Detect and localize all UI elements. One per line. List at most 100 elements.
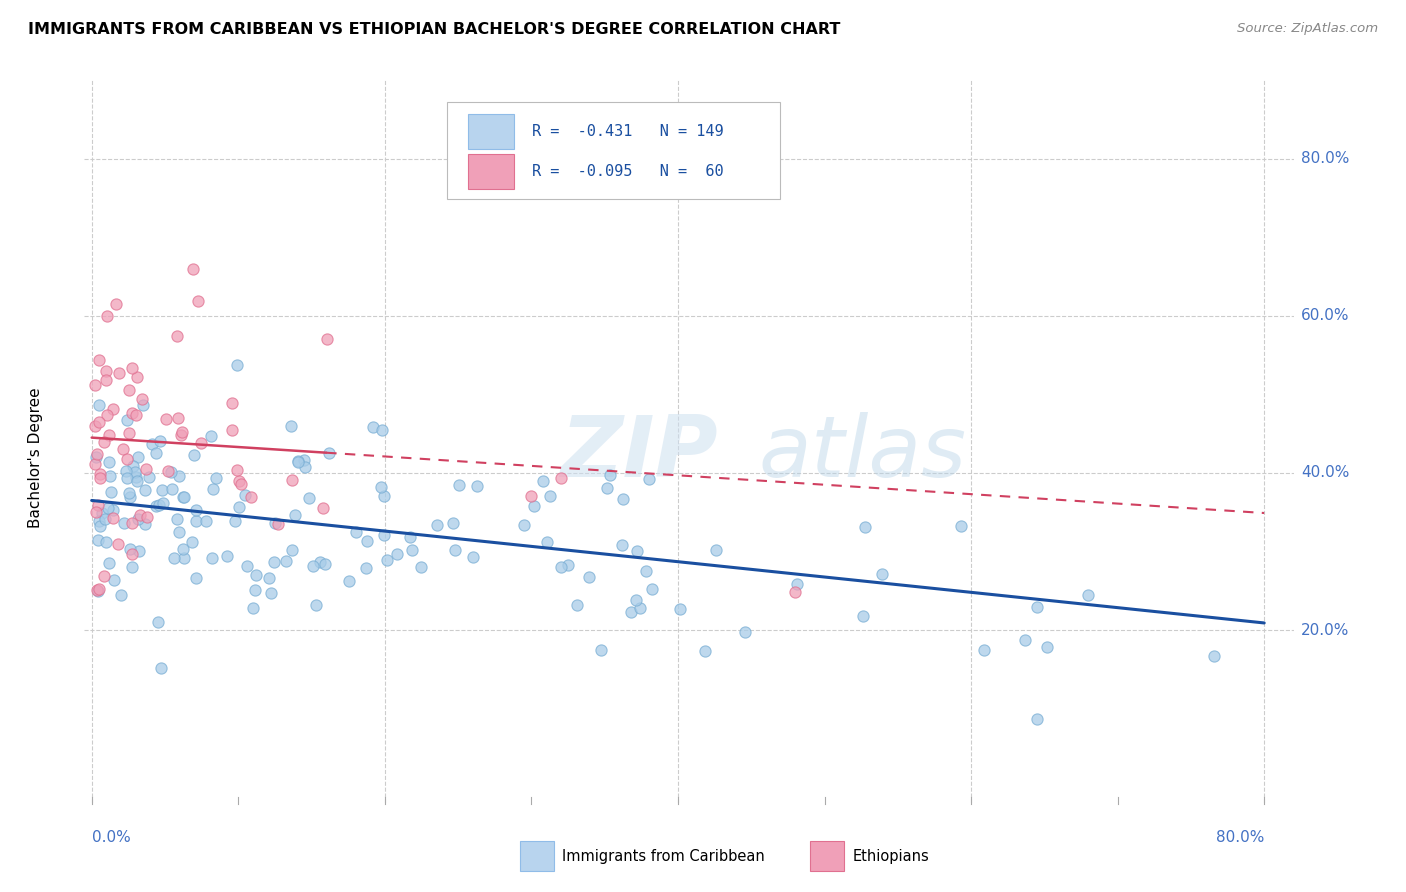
Point xyxy=(172,542,194,557)
Point xyxy=(385,548,408,562)
Point xyxy=(184,514,207,528)
Point xyxy=(128,508,150,522)
Point xyxy=(354,561,377,575)
Point xyxy=(1202,649,1225,664)
Point xyxy=(172,490,194,504)
Point xyxy=(103,573,125,587)
Point xyxy=(166,512,188,526)
Point xyxy=(225,358,247,372)
Point xyxy=(89,467,111,482)
Point xyxy=(121,406,143,420)
Bar xyxy=(468,154,513,189)
Point xyxy=(786,577,808,591)
Point xyxy=(134,483,156,497)
Point xyxy=(96,408,118,422)
Point xyxy=(229,477,252,491)
Point xyxy=(163,551,186,566)
Point xyxy=(135,461,157,475)
Point xyxy=(1077,588,1099,602)
Point xyxy=(86,582,108,597)
Point xyxy=(589,643,612,657)
Point xyxy=(641,582,664,597)
Point xyxy=(356,534,378,549)
Point xyxy=(426,517,449,532)
Point xyxy=(145,499,167,513)
Text: 80.0%: 80.0% xyxy=(1301,152,1350,166)
Point xyxy=(83,377,105,392)
Point xyxy=(94,511,117,525)
Point xyxy=(221,396,243,410)
Point xyxy=(536,535,558,549)
Point xyxy=(201,482,224,496)
Point xyxy=(1014,632,1036,647)
Point xyxy=(103,511,125,525)
Point xyxy=(263,516,285,531)
Point xyxy=(695,644,717,658)
Point xyxy=(167,411,190,425)
Point xyxy=(138,469,160,483)
Point xyxy=(628,600,651,615)
Point xyxy=(128,544,150,558)
Point xyxy=(103,502,125,516)
Point xyxy=(91,506,114,520)
Point xyxy=(118,541,141,556)
Point xyxy=(117,383,139,397)
Point xyxy=(94,535,117,549)
Point xyxy=(785,585,807,599)
Point xyxy=(375,552,398,566)
Point xyxy=(105,296,128,310)
Point xyxy=(115,464,138,478)
Point xyxy=(266,517,288,532)
FancyBboxPatch shape xyxy=(447,102,780,200)
Point xyxy=(86,533,108,547)
Point xyxy=(520,489,543,503)
Text: 80.0%: 80.0% xyxy=(1216,830,1264,846)
Point xyxy=(173,551,195,566)
Point xyxy=(150,483,173,498)
Point xyxy=(97,428,120,442)
Point xyxy=(314,558,336,572)
Point xyxy=(467,479,489,493)
Point xyxy=(245,567,267,582)
Point xyxy=(704,543,727,558)
Point xyxy=(89,582,111,596)
Point xyxy=(292,452,315,467)
Point xyxy=(89,398,111,412)
Point xyxy=(370,480,392,494)
Point xyxy=(225,463,247,477)
Point xyxy=(668,602,690,616)
Point xyxy=(281,543,304,558)
Point xyxy=(281,474,304,488)
Point xyxy=(146,615,169,629)
Point xyxy=(1036,640,1059,654)
Point xyxy=(624,593,647,607)
Point xyxy=(87,498,110,512)
Point xyxy=(131,392,153,406)
Point xyxy=(135,510,157,524)
Point xyxy=(201,550,224,565)
Point xyxy=(83,418,105,433)
Point xyxy=(298,491,321,505)
Point xyxy=(1026,600,1049,615)
Text: 60.0%: 60.0% xyxy=(1301,309,1350,324)
Point xyxy=(89,519,111,533)
Text: ZIP: ZIP xyxy=(561,412,718,495)
Point xyxy=(302,558,325,573)
Point xyxy=(125,474,148,488)
Point xyxy=(411,560,433,574)
Point xyxy=(263,555,285,569)
Bar xyxy=(520,841,554,871)
Text: R =  -0.431   N = 149: R = -0.431 N = 149 xyxy=(531,124,723,139)
Point xyxy=(167,524,190,539)
Point xyxy=(134,516,156,531)
Point xyxy=(523,499,546,513)
Text: Ethiopians: Ethiopians xyxy=(852,849,929,863)
Point xyxy=(228,474,250,488)
Point xyxy=(578,569,600,583)
Point xyxy=(97,501,120,516)
Point xyxy=(949,519,972,533)
Point xyxy=(398,529,420,543)
Point xyxy=(145,446,167,460)
Point xyxy=(596,481,619,495)
Text: IMMIGRANTS FROM CARIBBEAN VS ETHIOPIAN BACHELOR'S DEGREE CORRELATION CHART: IMMIGRANTS FROM CARIBBEAN VS ETHIOPIAN B… xyxy=(28,22,841,37)
